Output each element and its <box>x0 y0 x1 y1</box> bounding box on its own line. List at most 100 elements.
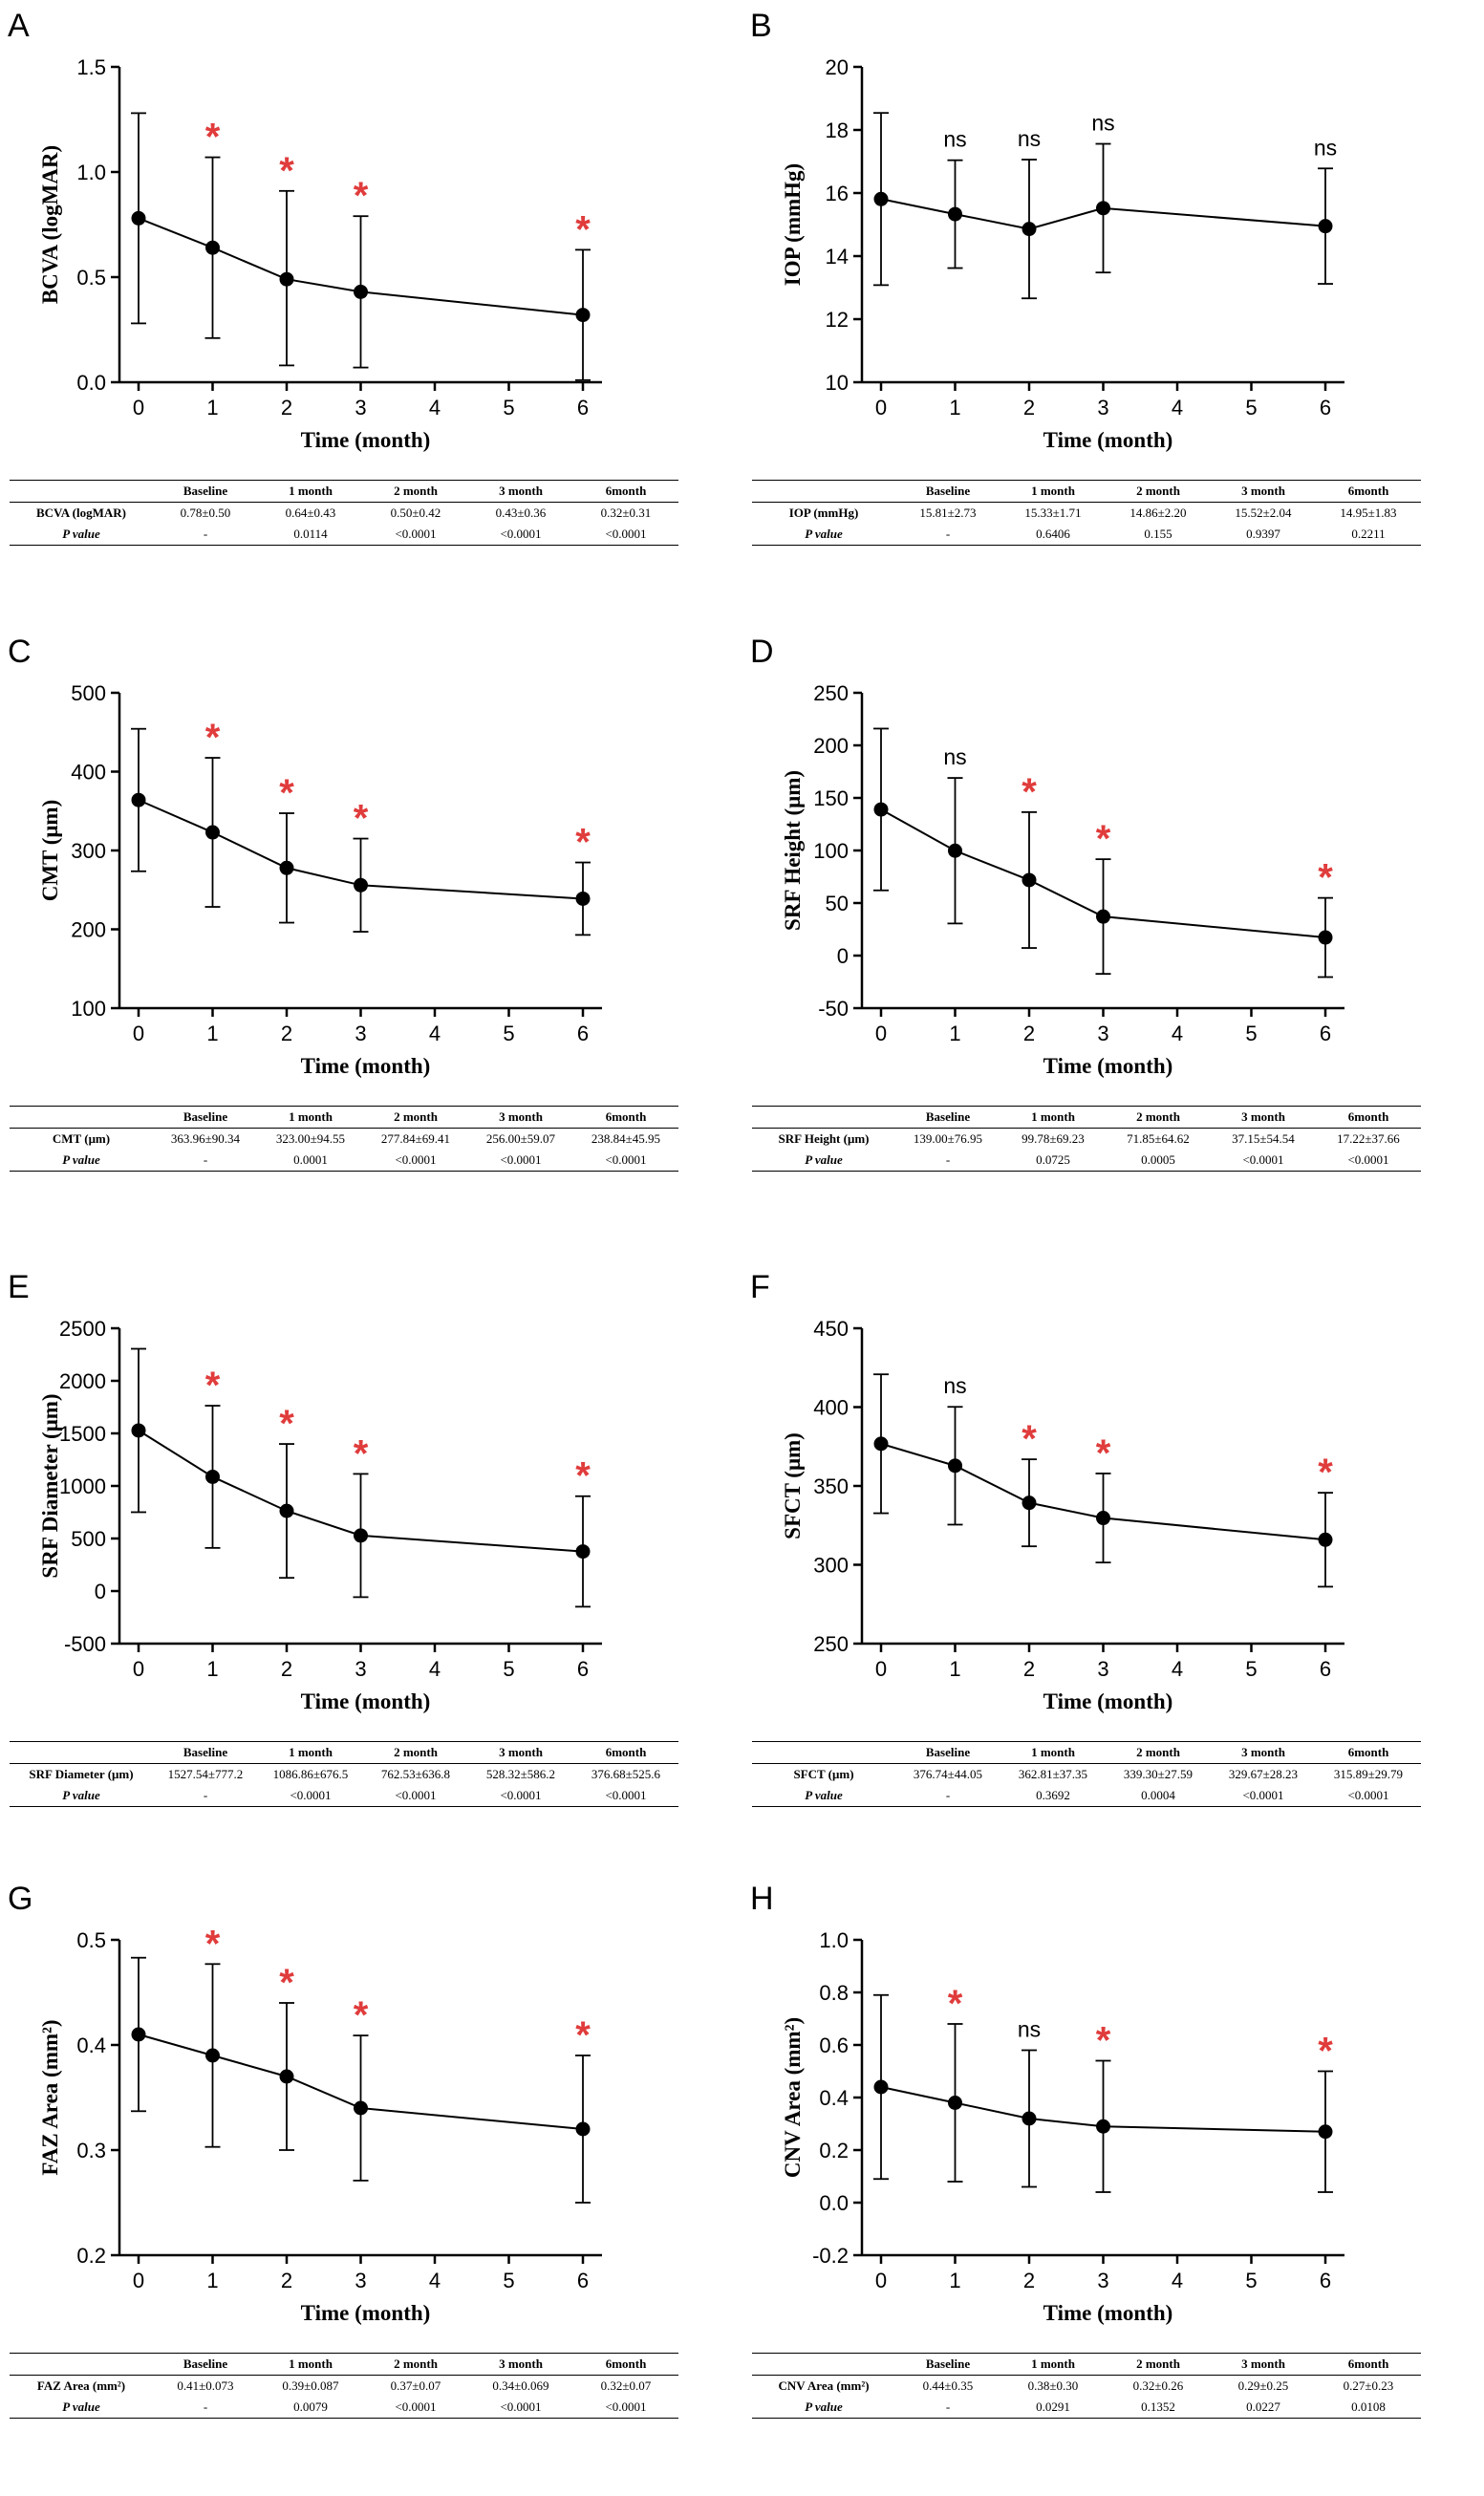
table-cell: <0.0001 <box>363 1785 468 1807</box>
x-tick-label: 1 <box>949 1022 960 1045</box>
table-cell: 0.78±0.50 <box>180 506 231 520</box>
data-point <box>1096 2119 1110 2134</box>
table-header-cell: 6month <box>573 1741 678 1764</box>
x-tick-label: 2 <box>281 396 292 420</box>
x-axis-title: Time (month) <box>301 428 431 452</box>
table-row: CNV Area (mm²) 0.44±0.35 0.38±0.30 0.32±0.2… <box>752 2376 1421 2398</box>
significance-star: * <box>1318 1452 1333 1494</box>
table-header-cell: 2 month <box>1106 1106 1211 1129</box>
x-tick-label: 5 <box>1245 1657 1257 1681</box>
y-tick-label: 0 <box>95 1580 106 1603</box>
table-cell: 277.84±69.41 <box>380 1131 451 1146</box>
x-tick-label: 6 <box>1320 2269 1331 2292</box>
table-cell: 15.81±2.73 <box>919 506 977 520</box>
data-point <box>1318 2124 1333 2140</box>
y-tick-label: 500 <box>71 681 106 705</box>
significance-star: * <box>1096 818 1111 860</box>
table-row: SRF Diameter (μm) 1527.54±777.2 1086.86±67… <box>10 1764 678 1786</box>
table-cell: - <box>895 1150 1000 1172</box>
y-tick-label: 0.0 <box>819 2191 849 2215</box>
data-point <box>354 2100 368 2116</box>
y-axis-title: CNV Area (mm²) <box>781 2017 805 2178</box>
table-cell: 339.30±27.59 <box>1123 1767 1194 1781</box>
panel-A: A 0.0 0.5 1.0 1.5 0 1 2 3 4 5 6 Time (month) BCVA (lo… <box>0 0 742 623</box>
table-cell: <0.0001 <box>363 2397 468 2419</box>
data-point <box>873 802 889 817</box>
panel-E: E -500 0 500 1000 1500 2000 2500 0 1 2 3 4 5 6 Time (mo… <box>0 1261 742 1884</box>
data-point <box>1022 1495 1037 1511</box>
x-tick-label: 4 <box>1172 1022 1183 1045</box>
y-tick-label: 300 <box>71 839 106 863</box>
y-tick-label: 0.4 <box>819 2086 849 2110</box>
table-cell: 323.00±94.55 <box>275 1131 346 1146</box>
table-row: CMT (μm) 363.96±90.34 323.00±94.55 277.84±6… <box>10 1129 678 1151</box>
x-tick-label: 4 <box>1172 1657 1183 1681</box>
x-tick-label: 6 <box>577 2269 589 2292</box>
panel-letter: A <box>8 8 30 44</box>
x-tick-label: 4 <box>1172 2269 1183 2292</box>
y-tick-label: 16 <box>826 182 849 205</box>
significance-ns: ns <box>943 127 966 152</box>
x-tick-label: 3 <box>1097 2269 1108 2292</box>
x-tick-label: 0 <box>133 396 144 420</box>
x-axis-title: Time (month) <box>1043 428 1173 452</box>
data-point <box>131 792 146 807</box>
significance-star: * <box>575 822 591 864</box>
x-axis-title: Time (month) <box>301 1054 431 1078</box>
stats-table: Baseline 1 month 2 month 3 month 6month IOP (… <box>752 480 1421 546</box>
table-row: P value -0.0001 <0.0001 <0.0001 <0.0001 <box>10 1150 678 1172</box>
chart-D: D -50 0 50 100 150 200 250 0 1 2 3 4 5 6 Time (month) SR… <box>750 634 1344 1078</box>
table-header-cell: 1 month <box>1000 2353 1106 2376</box>
significance-star: * <box>575 1455 591 1497</box>
table-cell: 528.32±586.2 <box>485 1767 556 1781</box>
table-cell: <0.0001 <box>468 2397 573 2419</box>
table-header-cell: 6month <box>573 480 678 503</box>
table-row-label: SRF Height (μm) <box>778 1131 870 1146</box>
table-cell: 329.67±28.23 <box>1228 1767 1299 1781</box>
table-header-cell: Baseline <box>895 1741 1000 1764</box>
table-header-cell: 2 month <box>363 1106 468 1129</box>
table-cell: <0.0001 <box>573 524 678 546</box>
table-header-cell: 1 month <box>1000 1106 1106 1129</box>
table-cell: 0.0227 <box>1211 2397 1316 2419</box>
table-cell: 0.50±0.42 <box>390 506 441 520</box>
data-point <box>131 1423 146 1438</box>
table-header-cell <box>752 480 895 503</box>
x-tick-label: 3 <box>355 396 366 420</box>
table-row-label: P value <box>10 2397 153 2419</box>
table-header-cell: 6month <box>1316 1741 1421 1764</box>
stats-table: Baseline 1 month 2 month 3 month 6month CMT (… <box>10 1106 678 1172</box>
y-tick-label: 50 <box>826 892 849 915</box>
table-cell: 0.0001 <box>258 1150 363 1172</box>
y-axis-title: CMT (μm) <box>38 800 62 902</box>
x-tick-label: 3 <box>1097 1657 1108 1681</box>
y-tick-label: -50 <box>818 997 849 1021</box>
table-row: P value - <0.0001 <0.0001 <0.0001 <0.0001 <box>10 1785 678 1807</box>
table-cell: 14.86±2.20 <box>1129 506 1187 520</box>
table-cell: - <box>153 524 258 546</box>
table-row: P value -0.3692 0.0004 <0.0001 <0.0001 <box>752 1785 1421 1807</box>
x-axis-title: Time (month) <box>1043 1689 1173 1713</box>
table-cell: 37.15±54.54 <box>1232 1131 1295 1146</box>
significance-star: * <box>279 1962 294 2004</box>
significance-star: * <box>1096 2020 1111 2062</box>
y-tick-label: 0.8 <box>819 1981 849 2005</box>
x-tick-label: 0 <box>133 2269 144 2292</box>
table-header-cell <box>10 1741 153 1764</box>
table-row: P value -0.0114 <0.0001 <0.0001 <0.0001 <box>10 524 678 546</box>
table-row-label: FAZ Area (mm²) <box>36 2378 126 2393</box>
table-header-cell <box>752 2353 895 2376</box>
table-cell: - <box>153 1785 258 1807</box>
data-point <box>131 2027 146 2042</box>
table-header-cell <box>10 480 153 503</box>
table-header-cell: 1 month <box>1000 1741 1106 1764</box>
table-header-cell: 2 month <box>1106 1741 1211 1764</box>
table-cell: <0.0001 <box>1211 1150 1316 1172</box>
significance-ns: ns <box>1314 135 1337 160</box>
table-header-cell: 3 month <box>1211 1106 1316 1129</box>
data-point <box>948 2096 962 2110</box>
table-row-label: P value <box>752 2397 895 2419</box>
table-cell: 256.00±59.07 <box>485 1131 556 1146</box>
x-tick-label: 0 <box>875 1657 887 1681</box>
significance-star: * <box>354 1994 369 2036</box>
